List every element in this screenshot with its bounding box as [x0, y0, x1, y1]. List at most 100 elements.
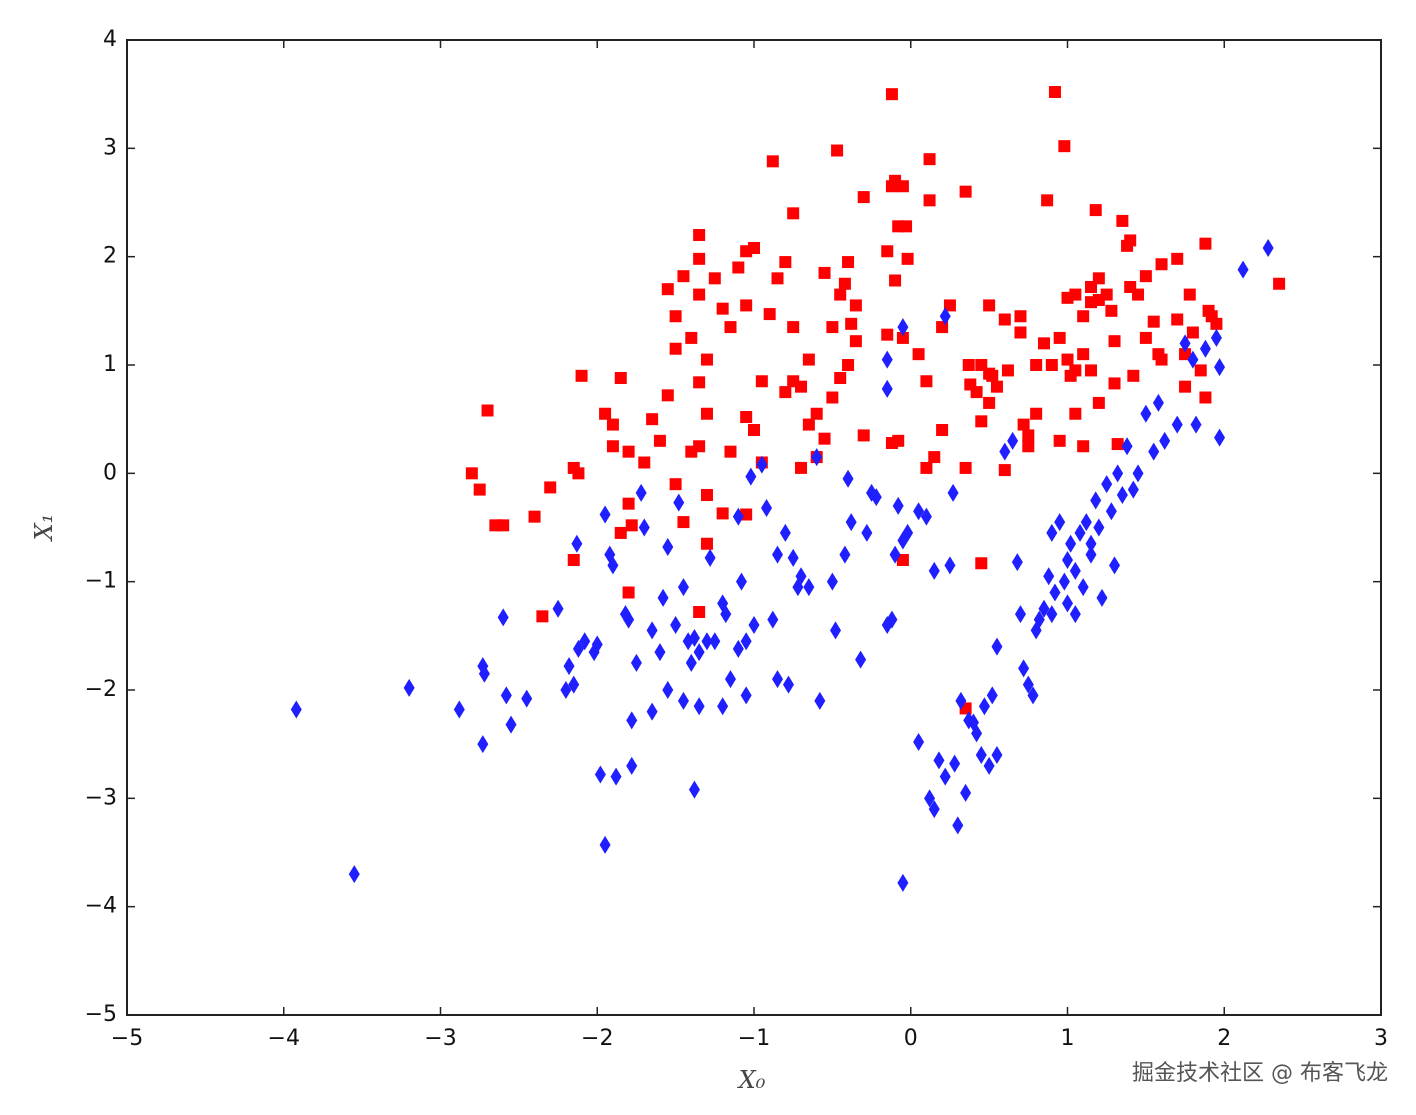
point — [625, 519, 638, 532]
point — [1179, 380, 1192, 393]
point — [536, 610, 549, 623]
point — [626, 756, 638, 775]
point — [1030, 359, 1043, 371]
point — [861, 523, 873, 542]
point — [688, 629, 700, 647]
point — [1018, 659, 1030, 678]
point — [1155, 353, 1168, 366]
point — [1069, 561, 1081, 580]
point — [614, 372, 627, 384]
point — [693, 288, 706, 301]
x-tick-label: −4 — [268, 1026, 300, 1051]
point — [991, 746, 1003, 764]
point — [1152, 393, 1164, 412]
point — [831, 144, 844, 157]
point — [567, 554, 580, 566]
point — [701, 632, 713, 651]
point — [521, 689, 533, 708]
point — [795, 380, 808, 393]
y-tick-label: 3 — [103, 135, 117, 160]
point — [1100, 288, 1113, 301]
point — [606, 440, 619, 453]
point — [889, 274, 902, 287]
point — [756, 455, 768, 474]
point — [896, 331, 909, 344]
point — [708, 272, 721, 285]
point — [944, 556, 956, 575]
x-tick-label: 3 — [1374, 1026, 1388, 1051]
point — [1001, 364, 1014, 377]
point — [594, 765, 606, 784]
point — [1262, 239, 1274, 257]
point — [1014, 326, 1027, 339]
y-tick-label: 0 — [103, 460, 117, 485]
point — [505, 715, 517, 734]
point — [795, 461, 808, 474]
point — [1030, 407, 1043, 420]
point — [724, 445, 737, 458]
point — [928, 451, 941, 464]
point — [700, 353, 713, 366]
point — [646, 702, 658, 721]
point — [1061, 353, 1074, 366]
point — [885, 88, 898, 101]
point — [1041, 194, 1054, 207]
point — [635, 483, 647, 502]
point — [881, 379, 893, 398]
point — [913, 502, 925, 521]
point — [732, 261, 745, 274]
point — [970, 386, 983, 399]
point — [838, 277, 851, 290]
point — [779, 386, 792, 399]
point — [745, 467, 757, 486]
point — [845, 317, 858, 330]
point — [913, 733, 925, 751]
point — [646, 413, 659, 426]
point — [348, 865, 360, 884]
point — [638, 456, 651, 469]
point — [766, 155, 779, 168]
point — [952, 816, 964, 835]
watermark: 掘金技术社区 @ 布客飞龙 — [1132, 1061, 1388, 1086]
point — [990, 380, 1003, 393]
point — [826, 321, 839, 334]
point — [716, 302, 729, 315]
point — [830, 621, 842, 640]
point — [626, 711, 638, 730]
point — [614, 526, 627, 539]
point — [1237, 260, 1249, 279]
point — [662, 538, 674, 556]
point — [998, 313, 1011, 326]
point — [842, 256, 855, 269]
point — [1046, 523, 1058, 542]
point — [1022, 440, 1035, 453]
point — [849, 335, 862, 348]
point — [688, 780, 700, 799]
point — [971, 724, 983, 743]
point — [572, 467, 585, 480]
point — [886, 610, 898, 629]
point — [889, 545, 901, 564]
point — [709, 632, 721, 651]
point — [803, 578, 815, 597]
point — [638, 518, 650, 537]
point — [1105, 502, 1117, 521]
point — [748, 242, 760, 254]
point — [1199, 339, 1211, 358]
point — [662, 681, 674, 699]
point — [1127, 369, 1140, 382]
point — [949, 754, 961, 773]
point — [920, 507, 932, 526]
point — [881, 328, 894, 341]
point — [1124, 234, 1137, 247]
point — [1062, 594, 1073, 613]
x-tick-label: −1 — [738, 1026, 770, 1051]
point — [1065, 534, 1077, 553]
point — [1080, 513, 1092, 532]
point — [771, 272, 784, 285]
point — [748, 424, 760, 436]
point — [290, 700, 302, 719]
point — [933, 751, 945, 770]
point — [1140, 404, 1152, 423]
point — [552, 599, 564, 618]
